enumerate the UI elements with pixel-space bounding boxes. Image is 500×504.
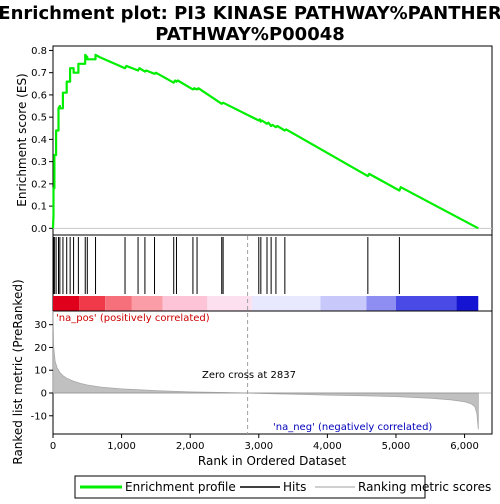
colorbar-segment	[207, 296, 252, 311]
es-y-tick-label: 0.8	[31, 46, 47, 57]
chart-title-line2: PATHWAY%P00048	[155, 24, 345, 45]
x-tick-label: 4,000	[313, 441, 342, 452]
metric-y-tick-label: 0	[41, 389, 47, 400]
metric-panel-axes: -10 0 10 20 30 0 1,000 2,000 3,000 4,000 5,000 6,00…	[31, 320, 479, 452]
colorbar-segment	[79, 296, 106, 311]
colorbar-segment	[105, 296, 132, 311]
metric-y-tick-label: 10	[34, 366, 47, 377]
x-tick-label: 5,000	[382, 441, 411, 452]
es-y-tick-label: 0.3	[31, 157, 47, 168]
ranking-metric-layer	[52, 236, 492, 434]
chart-title-line1: Enrichment plot: PI3 KINASE PATHWAY%PANT…	[0, 3, 500, 24]
es-y-tick-label: 0.0	[31, 224, 47, 235]
enrichment-profile-layer	[51, 53, 479, 230]
es-y-tick-label: 0.1	[31, 202, 47, 213]
x-axis-label: Rank in Ordered Dataset	[198, 454, 346, 468]
x-tick-label: 1,000	[107, 441, 136, 452]
colorbar-segment	[251, 296, 321, 311]
x-tick-label: 2,000	[176, 441, 205, 452]
colorbar-segment	[131, 296, 163, 311]
colorbar-segment	[395, 296, 457, 311]
ranking-metric-area	[52, 310, 479, 430]
legend-hits-label: Hits	[283, 480, 306, 494]
colorbar-segment	[366, 296, 396, 311]
es-y-tick-label: 0.6	[31, 90, 47, 101]
colorbar-segment	[320, 296, 367, 311]
es-y-tick-label: 0.5	[31, 113, 47, 124]
metric-y-tick-label: -10	[31, 411, 47, 422]
es-y-tick-label: 0.2	[31, 179, 47, 190]
hits-layer	[53, 237, 400, 294]
colorbar-segment	[53, 296, 80, 311]
x-tick-label: 3,000	[244, 441, 273, 452]
metric-y-tick-label: 20	[34, 343, 47, 354]
es-panel-axes: 0.0 0.1 0.2 0.3 0.4 0.5 0.6 0.7 0.8	[31, 46, 492, 235]
es-y-tick-label: 0.4	[31, 135, 47, 146]
x-tick-label: 6,000	[450, 441, 479, 452]
ranked-colorbar	[53, 296, 479, 311]
es-y-tick-label: 0.7	[31, 68, 47, 79]
neg-correlated-label: 'na_neg' (negatively correlated)	[273, 422, 432, 433]
colorbar-segment	[162, 296, 208, 311]
x-tick-label: 0	[50, 441, 56, 452]
enrichment-profile-line	[51, 53, 479, 230]
zero-cross-label: Zero cross at 2837	[202, 370, 296, 381]
legend: Enrichment profile Hits Ranking metric s…	[74, 475, 491, 499]
metric-y-axis-label: Ranked list metric (PreRanked)	[11, 279, 25, 464]
metric-y-tick-label: 30	[34, 320, 47, 331]
pos-correlated-label: 'na_pos' (positively correlated)	[56, 313, 210, 324]
colorbar-segment	[456, 296, 479, 311]
legend-enrichment-label: Enrichment profile	[125, 480, 236, 494]
legend-metric-label: Ranking metric scores	[358, 480, 491, 494]
es-y-axis-label: Enrichment score (ES)	[15, 73, 29, 206]
